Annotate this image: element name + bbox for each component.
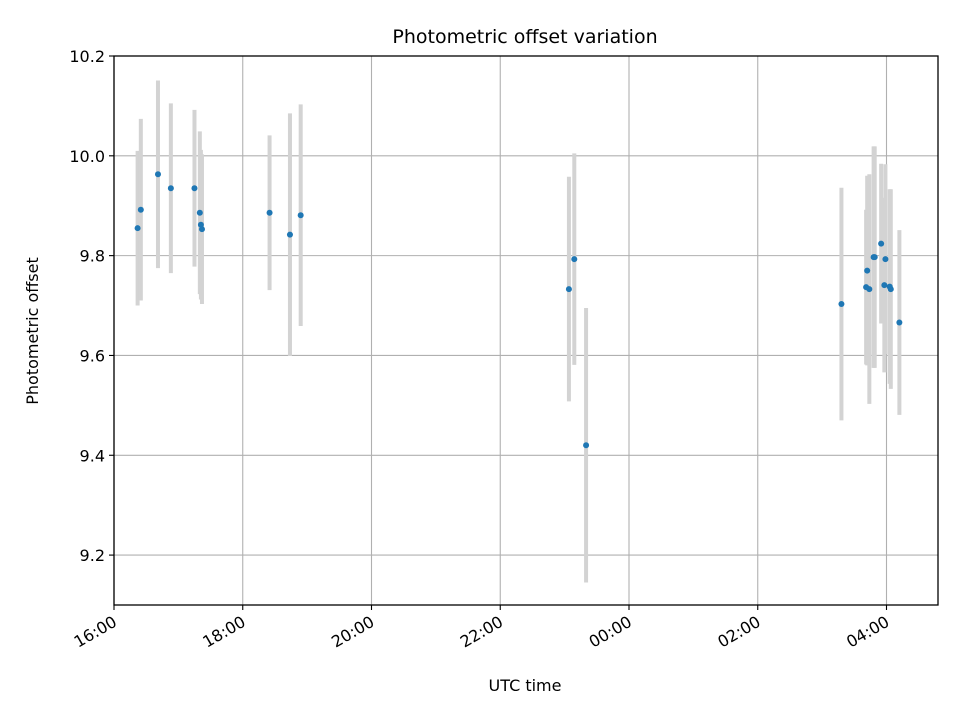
y-tick-label: 10.2	[69, 47, 105, 66]
data-point	[266, 209, 273, 216]
y-axis-title: Photometric offset	[23, 257, 42, 405]
data-point	[871, 254, 878, 261]
y-tick-label: 9.2	[80, 546, 105, 565]
point-layer	[134, 171, 903, 449]
grid-layer	[113, 55, 938, 605]
data-point	[887, 286, 894, 293]
data-point	[134, 225, 141, 232]
plot-area	[114, 56, 938, 605]
data-point	[137, 206, 144, 213]
plot-frame	[113, 55, 939, 606]
data-point	[565, 286, 572, 293]
data-point	[198, 226, 205, 233]
y-tick-label: 9.6	[80, 346, 105, 365]
data-point	[286, 231, 293, 238]
y-axis-ticks: 9.2 9.4 9.6 9.8 10.0 10.2	[69, 47, 114, 565]
x-axis-title: UTC time	[489, 676, 562, 695]
data-point	[866, 286, 873, 293]
data-point	[167, 185, 174, 192]
data-point	[864, 267, 871, 274]
data-point	[297, 212, 304, 219]
data-point	[197, 221, 204, 228]
data-point	[583, 442, 590, 449]
y-tick-label: 10.0	[69, 147, 105, 166]
data-point	[838, 301, 845, 308]
data-point	[571, 256, 578, 263]
data-point	[881, 282, 888, 289]
data-point	[191, 185, 198, 192]
y-tick-label: 9.8	[80, 247, 105, 266]
y-tick-label: 9.4	[80, 446, 105, 465]
data-point	[896, 319, 903, 326]
data-point	[878, 240, 885, 247]
data-point	[882, 256, 889, 263]
chart-title: Photometric offset variation	[392, 26, 657, 48]
data-point	[196, 209, 203, 216]
data-point	[154, 171, 161, 178]
